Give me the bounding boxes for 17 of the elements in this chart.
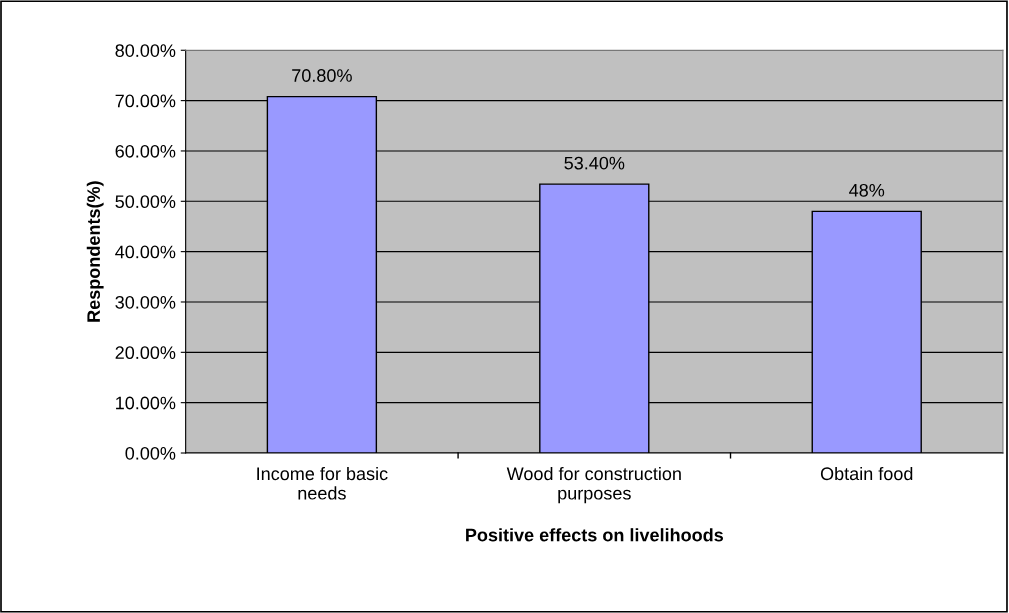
x-tick-label: Income for basic needs [257,466,388,500]
data-label: 53.40% [564,156,625,170]
x-tick-label: Wood for construction purposes [506,466,681,504]
x-tick-label: Obtain food [820,466,913,481]
data-label: 48% [849,183,885,197]
y-axis-title: Respondents(%) [86,181,104,322]
y-tick-label: 10.00% [116,396,176,410]
y-tick-label: 30.00% [115,295,176,309]
x-axis-title: Positive effects on livelihoods [466,528,723,542]
y-tick-label: 80.00% [115,44,176,57]
y-tick-label: 50.00% [115,195,176,209]
y-tick-label: 20.00% [115,346,176,360]
data-label: 70.80% [292,69,352,82]
y-tick-label: 0.00% [125,446,176,460]
y-tick-label: 60.00% [115,144,176,158]
y-tick-label: 70.00% [115,94,176,108]
y-tick-label: 40.00% [115,245,176,259]
